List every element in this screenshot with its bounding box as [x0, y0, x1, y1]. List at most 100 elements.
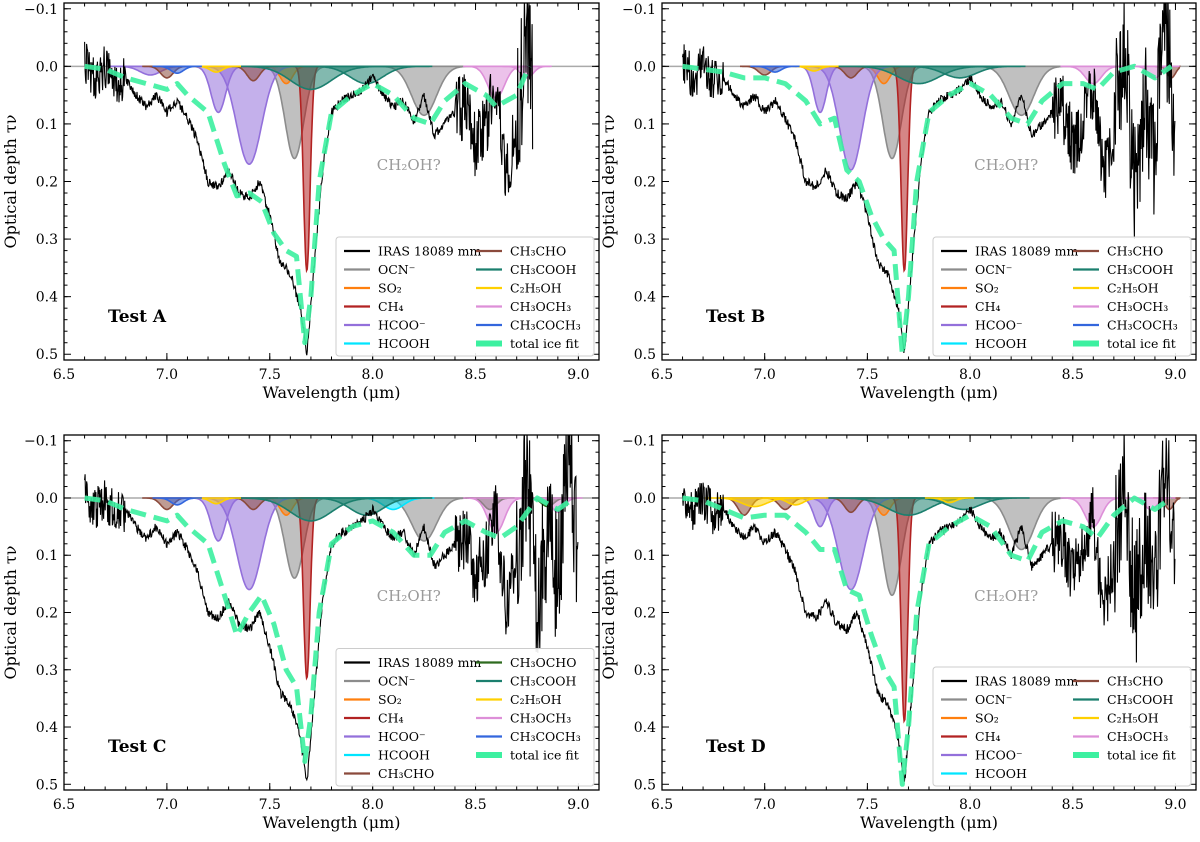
legend-label-ch3cho: CH₃CHO	[1107, 674, 1163, 689]
observed-spectrum	[681, 3, 1176, 354]
x-tick-label: 6.5	[651, 367, 673, 383]
legend-label-ch4: CH₄	[975, 729, 1000, 744]
component-ch3cooh-band-2	[894, 65, 1026, 79]
chart-panel-4: CH₂OH? 6.5 7.0 7.5 8.0 8.5 9.0 −0.1 0.0 0.1 0.2 0.3…	[599, 434, 1197, 832]
x-axis-label: Wavelength (μm)	[860, 383, 998, 402]
component-ch3cooh-band-2	[898, 497, 1030, 511]
legend-label-ch3coch3: CH₃COCH₃	[1107, 318, 1178, 333]
x-tick-label: 8.0	[362, 797, 384, 813]
x-tick-label: 7.0	[156, 367, 178, 383]
legend-box	[335, 236, 595, 357]
component-ch3coch3-band-1	[152, 497, 202, 506]
x-tick-label: 7.5	[259, 797, 281, 813]
total-ice-fit-line	[682, 63, 1173, 357]
chart-panel-2: CH₂OH? 6.5 7.0 7.5 8.0 8.5 9.0 −0.1 0.0 0.1 0.2 0.3…	[599, 2, 1197, 402]
x-axis-label: Wavelength (μm)	[262, 383, 400, 402]
legend-label-hcoo-minus: HCOO⁻	[975, 748, 1023, 763]
x-tick-label: 8.5	[464, 367, 486, 383]
annotation-ch2oh: CH₂OH?	[377, 156, 441, 174]
y-tick-label: 0.2	[634, 175, 656, 191]
y-tick-label: 0.4	[634, 720, 656, 736]
panel-label: Test C	[108, 737, 166, 757]
y-tick-label: −0.1	[24, 434, 58, 450]
x-tick-label: 6.5	[53, 797, 75, 813]
legend-label-ch3och3: CH₃OCH₃	[1107, 299, 1168, 314]
chart-panel-3: CH₂OH? 6.5 7.0 7.5 8.0 8.5 9.0 −0.1 0.0 0.1 0.2 0.3…	[1, 434, 600, 832]
x-axis-label: Wavelength (μm)	[262, 813, 400, 832]
annotation-ch2oh: CH₂OH?	[377, 587, 441, 605]
x-tick-label: 7.0	[156, 797, 178, 813]
legend-label-iras-18089-mm: IRAS 18089 mm	[378, 244, 482, 259]
y-axis-label: Optical depth τν	[599, 546, 618, 680]
legend-label-iras-18089-mm: IRAS 18089 mm	[975, 674, 1079, 689]
x-tick-label: 9.0	[1164, 367, 1186, 383]
chart-panel-1: CH₂OH? 6.5 7.0 7.5 8.0 8.5 9.0 −0.1 0.0 0.1 0.2 0.3…	[1, 2, 600, 402]
legend-label-ch3cooh: CH₃COOH	[510, 674, 577, 689]
x-tick-label: 8.0	[959, 797, 981, 813]
y-tick-label: 0.1	[634, 548, 656, 564]
panel-label: Test B	[706, 307, 765, 327]
legend-label-c2h5oh: C₂H₅OH	[1107, 711, 1159, 726]
x-tick-label: 8.0	[362, 367, 384, 383]
y-tick-label: 0.2	[36, 606, 58, 622]
component-ch3coch3-band-1	[750, 65, 800, 73]
x-tick-label: 7.5	[259, 367, 281, 383]
legend-label-ch3cho: CH₃CHO	[378, 766, 434, 781]
x-tick-label: 8.0	[959, 367, 981, 383]
y-tick-label: 0.3	[36, 663, 58, 679]
y-tick-label: 0.2	[36, 175, 58, 191]
x-tick-label: 9.0	[567, 797, 589, 813]
y-tick-label: 0.1	[634, 117, 656, 133]
legend-label-ch3cooh: CH₃COOH	[1107, 262, 1174, 277]
legend-label-ch4: CH₄	[378, 299, 403, 314]
y-tick-label: 0.5	[36, 347, 58, 363]
legend-label-hcoo-minus: HCOO⁻	[378, 318, 426, 333]
plot-area	[64, 3, 599, 356]
panel-label: Test A	[108, 307, 167, 327]
legend-label-hcooh: HCOOH	[975, 766, 1027, 781]
legend-label-so2: SO₂	[378, 281, 402, 296]
legend-label-ch4: CH₄	[975, 299, 1000, 314]
y-tick-label: 0.0	[634, 59, 656, 75]
annotation-ch2oh: CH₂OH?	[974, 156, 1038, 174]
x-tick-label: 9.0	[567, 367, 589, 383]
y-axis-label: Optical depth τν	[599, 115, 618, 249]
legend-box	[932, 236, 1192, 357]
annotation-ch2oh: CH₂OH?	[974, 587, 1038, 605]
component-c2h5oh-band-3	[924, 497, 975, 504]
y-tick-label: 0.1	[36, 117, 58, 133]
y-tick-label: 0.4	[36, 720, 58, 736]
y-tick-label: −0.1	[24, 2, 58, 18]
legend-label-total-ice-fit: total ice fit	[1107, 336, 1176, 351]
legend-label-ocn-minus: OCN⁻	[378, 674, 415, 689]
legend-label-ocn-minus: OCN⁻	[975, 692, 1012, 707]
legend-box	[932, 666, 1192, 787]
legend-label-ch3coch3: CH₃COCH₃	[510, 318, 581, 333]
legend-label-so2: SO₂	[975, 711, 999, 726]
y-axis-label: Optical depth τν	[1, 115, 20, 249]
total-ice-fit-line	[682, 495, 1173, 787]
y-tick-label: −0.1	[622, 434, 656, 450]
x-axis-label: Wavelength (μm)	[860, 813, 998, 832]
total-ice-fit-line	[84, 495, 576, 764]
legend-label-ch3och3: CH₃OCH₃	[510, 299, 571, 314]
legend-label-total-ice-fit: total ice fit	[510, 336, 579, 351]
x-tick-label: 6.5	[651, 797, 673, 813]
panel-label: Test D	[706, 737, 766, 757]
legend-label-ch3och3: CH₃OCH₃	[510, 711, 571, 726]
legend-label-c2h5oh: C₂H₅OH	[510, 692, 562, 707]
total-ice-fit-line	[84, 63, 532, 346]
legend-label-so2: SO₂	[975, 281, 999, 296]
y-tick-label: 0.3	[36, 232, 58, 248]
y-tick-label: 0.5	[634, 777, 656, 793]
legend-label-hcooh: HCOOH	[378, 336, 430, 351]
y-tick-label: 0.5	[634, 347, 656, 363]
y-tick-label: 0.4	[36, 290, 58, 306]
legend-box	[335, 648, 595, 787]
x-tick-label: 8.5	[1062, 797, 1084, 813]
x-tick-label: 6.5	[53, 367, 75, 383]
component-ch3och3-band-2	[502, 65, 552, 79]
legend-label-total-ice-fit: total ice fit	[1107, 748, 1176, 763]
legend-label-iras-18089-mm: IRAS 18089 mm	[378, 655, 482, 670]
